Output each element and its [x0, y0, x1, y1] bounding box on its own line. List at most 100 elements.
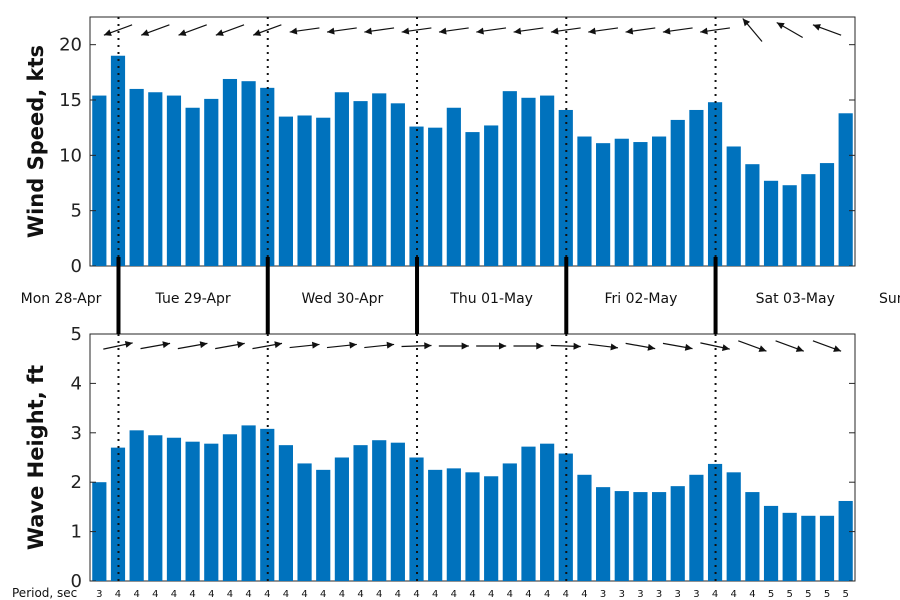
wind-bar [596, 143, 611, 266]
wind-bar [241, 81, 256, 266]
wave-bar [745, 492, 760, 581]
wind-ytick-label: 5 [71, 201, 82, 222]
wave-bar [278, 445, 293, 581]
wind-direction-arrow [625, 27, 656, 35]
period-value: 4 [152, 589, 158, 600]
period-value: 4 [301, 589, 307, 600]
day-label: Tue 29-Apr [155, 291, 231, 307]
wind-bar [558, 109, 573, 267]
wind-direction-arrow [776, 21, 803, 39]
wave-direction-arrow [438, 342, 469, 350]
wind-direction-arrow [588, 27, 619, 35]
wind-direction-arrow [476, 27, 507, 35]
wind-bar [409, 126, 424, 266]
period-value: 3 [637, 589, 643, 600]
period-value: 4 [432, 589, 438, 600]
wave-ytick-label: 3 [71, 423, 82, 444]
period-value: 4 [189, 589, 195, 600]
wind-bar [428, 127, 443, 266]
period-value: 3 [600, 589, 606, 600]
wave-bar [801, 515, 816, 581]
wave-direction-arrow [364, 341, 395, 349]
period-value: 4 [712, 589, 718, 600]
day-label: Fri 02-May [604, 291, 677, 307]
wave-bar [446, 468, 461, 581]
wave-bar [353, 445, 368, 581]
period-value: 4 [357, 589, 363, 600]
period-value: 5 [842, 589, 848, 600]
wind-direction-arrow [103, 24, 133, 36]
wave-bar [633, 492, 648, 581]
wave-bar [148, 435, 163, 581]
wind-bar [129, 88, 144, 267]
wind-bar [353, 101, 368, 266]
wave-bar [707, 463, 723, 581]
wind-bar [540, 95, 555, 266]
wave-bar [372, 440, 387, 581]
wave-bar [204, 443, 219, 581]
wave-bar [92, 482, 107, 581]
wind-direction-arrow [401, 27, 432, 35]
wave-direction-arrow [662, 342, 693, 351]
wind-bar [763, 180, 779, 266]
wind-direction-arrow [364, 27, 395, 35]
wind-direction-arrow [178, 24, 207, 36]
wind-bar [297, 115, 312, 267]
wind-bar [782, 185, 797, 266]
wind-bar [838, 113, 853, 266]
period-value: 3 [693, 589, 699, 600]
period-value: 5 [787, 589, 793, 600]
wave-direction-arrow [326, 341, 357, 349]
wind-bar [222, 78, 238, 266]
wave-bar [316, 469, 331, 581]
period-value: 3 [96, 589, 102, 600]
wave-direction-arrow [177, 341, 208, 350]
wind-bar [465, 132, 480, 266]
wind-bar [745, 164, 760, 266]
wave-bar [465, 472, 480, 581]
wave-bar [652, 492, 667, 581]
wind-bar [446, 107, 461, 266]
wind-direction-arrow [742, 18, 763, 42]
wave-direction-arrow [289, 341, 320, 349]
wave-bar [689, 474, 704, 581]
wind-bar [577, 136, 592, 266]
period-value: 4 [749, 589, 755, 600]
period-value: 5 [805, 589, 811, 600]
day-label: Mon 28-Apr [21, 291, 102, 307]
wind-bar [670, 119, 685, 266]
wind-bar [726, 146, 741, 266]
wave-bar [110, 447, 126, 581]
period-value: 4 [563, 589, 569, 600]
wind-direction-arrow [326, 27, 357, 35]
wave-height-panel: 0 1 2 3 4 5 Wave Height, ft [24, 324, 856, 592]
wave-bar [596, 487, 611, 581]
period-value: 4 [171, 589, 177, 600]
period-value: 4 [544, 589, 550, 600]
wind-direction-arrow [812, 24, 842, 36]
period-value: 4 [507, 589, 513, 600]
wind-bar [633, 142, 648, 266]
wind-bar [92, 95, 107, 266]
period-row: Period, sec 3 4 4 4 4 4 4 4 4 4 4 4 4 4 4 4 4 4 4 4 4 4 4 4 4 4 4 3 3… [12, 586, 849, 600]
wave-bar [782, 512, 797, 581]
period-value: 4 [581, 589, 587, 600]
wave-direction-arrow [215, 341, 245, 350]
wind-bar [390, 103, 405, 266]
wave-ytick-label: 4 [71, 373, 82, 394]
period-row-label: Period, sec [12, 586, 77, 600]
period-value: 4 [413, 589, 419, 600]
wind-bar [801, 174, 816, 266]
wind-direction-arrow [662, 27, 693, 35]
wave-direction-arrow [476, 342, 507, 350]
period-value: 4 [339, 589, 345, 600]
wind-bar [819, 163, 835, 266]
wave-ytick-label: 1 [71, 522, 82, 543]
wind-bar [652, 136, 667, 266]
wave-direction-arrow [625, 342, 656, 351]
wave-bar [819, 515, 835, 581]
wind-bar [278, 116, 293, 266]
period-value: 4 [283, 589, 289, 600]
wave-bar [521, 446, 536, 581]
wind-bar [185, 107, 200, 266]
